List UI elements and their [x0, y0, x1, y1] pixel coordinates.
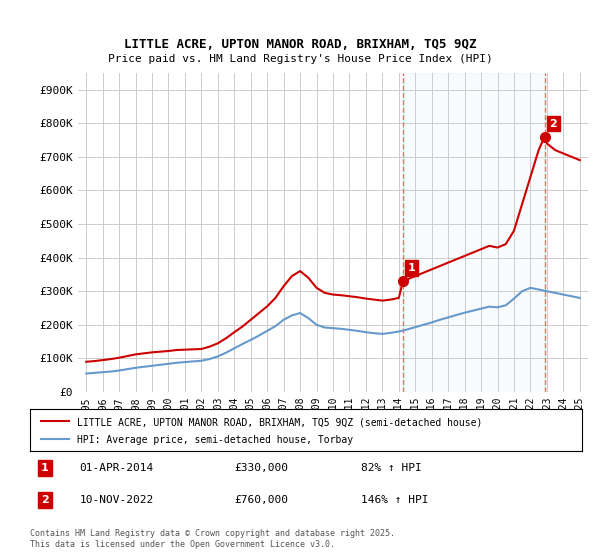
Text: 2: 2: [41, 495, 49, 505]
Text: 01-APR-2014: 01-APR-2014: [80, 463, 154, 473]
Text: LITTLE ACRE, UPTON MANOR ROAD, BRIXHAM, TQ5 9QZ: LITTLE ACRE, UPTON MANOR ROAD, BRIXHAM, …: [124, 38, 476, 52]
Bar: [403, 73, 545, 392]
Text: Contains HM Land Registry data © Crown copyright and database right 2025.
This d: Contains HM Land Registry data © Crown c…: [30, 529, 395, 549]
Text: 1: 1: [41, 463, 49, 473]
Text: Price paid vs. HM Land Registry's House Price Index (HPI): Price paid vs. HM Land Registry's House …: [107, 54, 493, 64]
Text: LITTLE ACRE, UPTON MANOR ROAD, BRIXHAM, TQ5 9QZ (semi-detached house): LITTLE ACRE, UPTON MANOR ROAD, BRIXHAM, …: [77, 417, 482, 427]
Text: HPI: Average price, semi-detached house, Torbay: HPI: Average price, semi-detached house,…: [77, 435, 353, 445]
Text: 82% ↑ HPI: 82% ↑ HPI: [361, 463, 422, 473]
Text: 10-NOV-2022: 10-NOV-2022: [80, 495, 154, 505]
Text: 146% ↑ HPI: 146% ↑ HPI: [361, 495, 428, 505]
Text: 2: 2: [550, 119, 557, 129]
Text: £330,000: £330,000: [234, 463, 288, 473]
Text: 1: 1: [408, 263, 416, 273]
Text: £760,000: £760,000: [234, 495, 288, 505]
